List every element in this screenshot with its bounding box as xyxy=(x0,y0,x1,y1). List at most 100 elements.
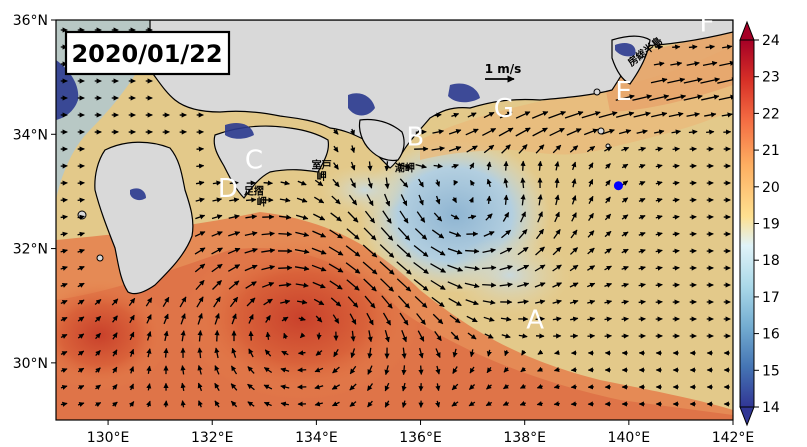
velocity-arrow xyxy=(262,282,275,288)
velocity-arrow xyxy=(534,282,546,288)
velocity-arrow xyxy=(195,214,206,220)
velocity-arrow xyxy=(504,350,510,357)
velocity-arrow xyxy=(296,197,308,203)
velocity-arrow xyxy=(415,163,427,169)
velocity-arrow xyxy=(179,296,187,308)
velocity-arrow xyxy=(263,298,273,306)
velocity-arrow xyxy=(280,384,290,390)
velocity-arrow xyxy=(212,180,222,186)
velocity-arrow xyxy=(248,348,254,358)
velocity-arrow xyxy=(401,365,407,376)
velocity-arrow xyxy=(653,61,665,67)
velocity-arrow xyxy=(263,401,272,407)
velocity-arrow xyxy=(638,215,646,220)
lat-tick-label: 30°N xyxy=(13,356,48,372)
velocity-arrow xyxy=(163,313,169,325)
colorbar-max-extend xyxy=(739,20,755,41)
velocity-arrow xyxy=(449,231,462,237)
velocity-arrow xyxy=(520,194,526,206)
velocity-arrow xyxy=(430,279,446,291)
velocity-arrow xyxy=(566,128,582,136)
velocity-arrow xyxy=(413,245,429,257)
velocity-arrow xyxy=(246,197,257,203)
velocity-arrow xyxy=(313,213,326,221)
velocity-arrow xyxy=(278,231,293,237)
velocity-arrow xyxy=(331,384,341,390)
velocity-arrow xyxy=(502,212,510,222)
velocity-arrow xyxy=(330,297,342,307)
velocity-arrow xyxy=(331,195,341,205)
velocity-arrow xyxy=(517,264,530,272)
velocity-arrow xyxy=(588,195,594,204)
velocity-arrow xyxy=(638,248,646,254)
velocity-arrow xyxy=(553,366,560,373)
velocity-arrow xyxy=(581,111,601,119)
velocity-arrow xyxy=(280,367,290,373)
velocity-arrow xyxy=(350,145,356,154)
velocity-arrow xyxy=(212,197,223,203)
velocity-arrow xyxy=(486,349,492,357)
velocity-arrow xyxy=(345,245,361,257)
velocity-arrow xyxy=(295,214,309,220)
colorbar-tick-label: 18 xyxy=(762,253,780,269)
velocity-arrow xyxy=(638,198,646,203)
velocity-arrow xyxy=(515,111,531,119)
velocity-arrow xyxy=(396,278,412,292)
lon-tick-label: 132°E xyxy=(191,430,234,446)
velocity-arrow xyxy=(465,128,479,136)
velocity-arrow xyxy=(672,197,680,203)
velocity-arrow xyxy=(244,231,258,237)
velocity-arrow xyxy=(450,331,460,341)
velocity-arrow xyxy=(196,296,204,308)
velocity-arrow xyxy=(229,197,240,203)
velocity-arrow xyxy=(112,349,118,357)
velocity-arrow xyxy=(499,247,513,255)
velocity-arrow xyxy=(247,383,255,391)
velocity-arrow xyxy=(486,366,492,374)
velocity-arrow xyxy=(588,162,594,170)
velocity-arrow xyxy=(451,163,459,169)
velocity-arrow xyxy=(244,264,258,272)
velocity-arrow xyxy=(621,180,629,186)
velocity-arrow xyxy=(553,229,561,239)
velocity-arrow xyxy=(723,129,732,135)
velocity-arrow xyxy=(333,348,339,358)
velocity-arrow xyxy=(468,197,474,203)
velocity-arrow xyxy=(435,383,441,392)
velocity-arrow xyxy=(650,77,668,84)
velocity-arrow xyxy=(380,227,394,241)
velocity-arrow xyxy=(329,280,343,290)
velocity-arrow xyxy=(587,247,595,255)
velocity-arrow xyxy=(329,229,343,239)
velocity-arrow xyxy=(465,248,480,254)
colorbar-tick-label: 24 xyxy=(762,33,780,49)
velocity-arrow xyxy=(672,265,680,271)
velocity-arrow xyxy=(400,194,408,207)
velocity-arrow xyxy=(485,401,493,407)
velocity-arrow xyxy=(399,210,409,224)
cool-patch xyxy=(450,235,570,315)
velocity-arrow xyxy=(535,246,545,256)
velocity-arrow xyxy=(60,316,68,322)
lon-tick-label: 134°E xyxy=(295,430,338,446)
velocity-arrow xyxy=(146,331,152,341)
velocity-arrow xyxy=(588,212,594,221)
velocity-arrow xyxy=(245,281,257,289)
velocity-arrow xyxy=(655,214,663,220)
date-box: 2020/01/22 xyxy=(64,30,231,76)
region-label-f: F xyxy=(699,8,714,38)
velocity-arrow xyxy=(397,163,412,170)
scale-label: 1 m/s xyxy=(485,62,522,76)
velocity-arrow xyxy=(688,44,698,50)
velocity-arrow xyxy=(384,161,390,172)
velocity-arrow xyxy=(432,313,444,325)
velocity-arrow xyxy=(231,347,237,358)
velocity-arrow xyxy=(570,401,577,407)
velocity-arrow xyxy=(350,161,356,171)
velocity-arrow xyxy=(364,210,376,224)
velocity-arrow xyxy=(330,212,342,222)
velocity-arrow xyxy=(655,248,663,254)
velocity-arrow xyxy=(569,145,579,153)
velocity-arrow xyxy=(77,350,85,356)
velocity-arrow xyxy=(554,161,560,171)
